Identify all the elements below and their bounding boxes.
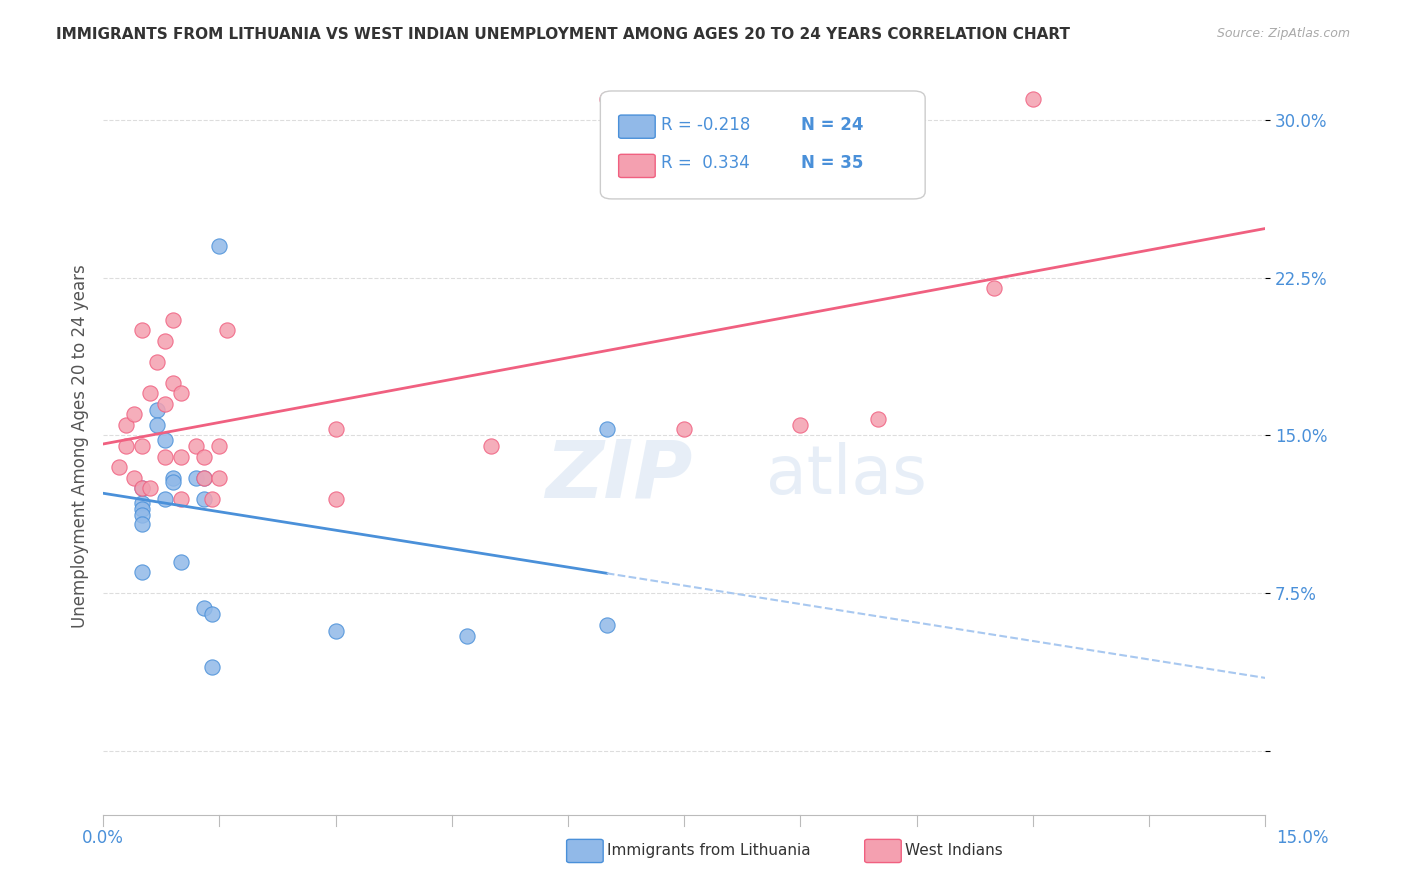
Point [596, 618, 619, 632]
Point [325, 422, 347, 436]
Text: 0.0%: 0.0% [82, 829, 124, 847]
Point [153, 491, 176, 506]
Point [131, 439, 153, 453]
Point [866, 411, 889, 425]
Point [162, 376, 184, 390]
Point [169, 450, 191, 464]
Point [131, 481, 153, 495]
Point [146, 417, 169, 432]
Point [153, 397, 176, 411]
Point [208, 439, 231, 453]
Point [673, 422, 696, 436]
Point [153, 433, 176, 447]
Text: R =  0.334: R = 0.334 [661, 154, 749, 172]
Text: atlas: atlas [766, 442, 927, 508]
Text: Source: ZipAtlas.com: Source: ZipAtlas.com [1216, 27, 1350, 40]
Point [122, 408, 145, 422]
Y-axis label: Unemployment Among Ages 20 to 24 years: Unemployment Among Ages 20 to 24 years [72, 264, 89, 628]
Point [184, 470, 207, 484]
Point [122, 470, 145, 484]
Point [131, 481, 153, 495]
Point [193, 601, 215, 615]
Point [193, 450, 215, 464]
Text: R = -0.218: R = -0.218 [661, 116, 751, 134]
Point [184, 439, 207, 453]
Point [193, 470, 215, 484]
Text: N = 24: N = 24 [801, 116, 863, 134]
Point [162, 470, 184, 484]
Text: West Indians: West Indians [905, 843, 1004, 857]
Point [153, 334, 176, 348]
Point [208, 239, 231, 253]
Point [138, 481, 160, 495]
Text: IMMIGRANTS FROM LITHUANIA VS WEST INDIAN UNEMPLOYMENT AMONG AGES 20 TO 24 YEARS : IMMIGRANTS FROM LITHUANIA VS WEST INDIAN… [56, 27, 1070, 42]
Point [131, 508, 153, 523]
Point [596, 91, 619, 105]
Point [201, 660, 224, 674]
Point [169, 555, 191, 569]
Point [325, 491, 347, 506]
Point [325, 624, 347, 639]
Point [131, 516, 153, 531]
Point [201, 491, 224, 506]
Point [131, 496, 153, 510]
Point [456, 628, 478, 642]
Point [146, 403, 169, 417]
Text: ZIP: ZIP [544, 436, 692, 515]
Point [983, 281, 1005, 295]
Point [131, 323, 153, 337]
Point [208, 470, 231, 484]
Point [131, 502, 153, 516]
Point [201, 607, 224, 622]
Point [789, 417, 811, 432]
Point [162, 312, 184, 326]
Point [115, 417, 138, 432]
Point [162, 475, 184, 489]
Point [131, 566, 153, 580]
Text: Immigrants from Lithuania: Immigrants from Lithuania [607, 843, 811, 857]
Point [169, 491, 191, 506]
Point [193, 491, 215, 506]
Point [217, 323, 239, 337]
Point [107, 460, 129, 475]
Point [596, 422, 619, 436]
Point [153, 450, 176, 464]
Text: 15.0%: 15.0% [1277, 829, 1329, 847]
Point [479, 439, 502, 453]
Point [1022, 91, 1045, 105]
Point [146, 355, 169, 369]
Point [138, 386, 160, 401]
Point [115, 439, 138, 453]
Point [193, 470, 215, 484]
Point [169, 386, 191, 401]
Text: N = 35: N = 35 [801, 154, 863, 172]
